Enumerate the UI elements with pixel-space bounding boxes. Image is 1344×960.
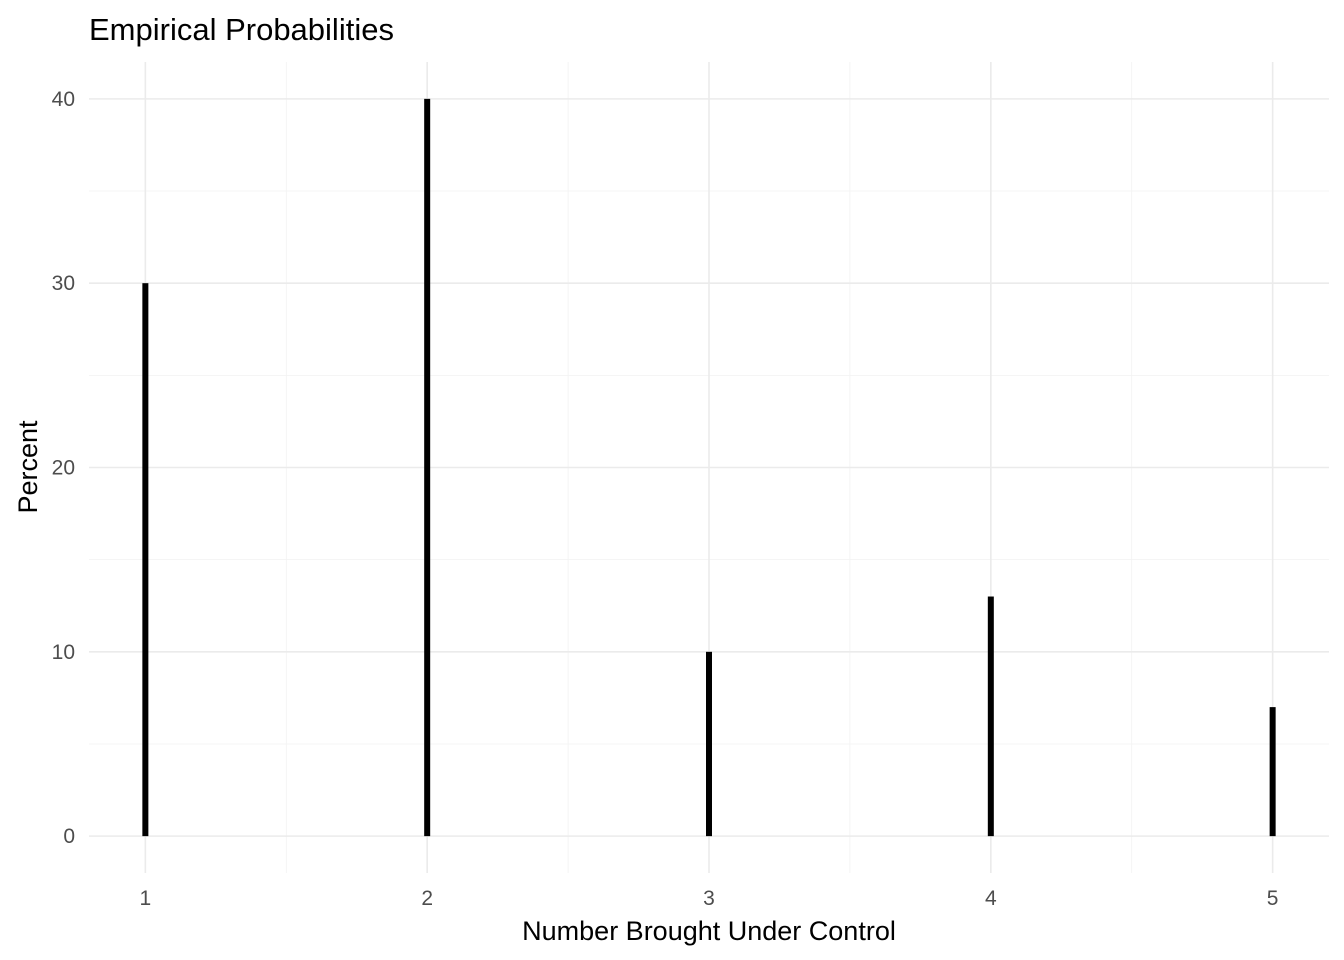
y-tick-label: 30 (52, 272, 75, 295)
y-axis-ticks: 0 10 20 30 40 (52, 88, 75, 848)
x-tick-label: 4 (985, 887, 997, 910)
bars (142, 98, 1276, 837)
x-tick-label: 3 (703, 887, 715, 910)
bar-2 (424, 98, 431, 837)
y-tick-label: 10 (52, 641, 75, 664)
bar-3 (706, 651, 712, 837)
y-tick-label: 40 (52, 88, 75, 111)
x-axis-title: Number Brought Under Control (522, 916, 896, 946)
bar-5 (1269, 707, 1276, 837)
x-tick-label: 5 (1267, 887, 1279, 910)
x-tick-label: 2 (421, 887, 433, 910)
chart-title: Empirical Probabilities (89, 12, 394, 47)
y-tick-label: 20 (52, 457, 75, 480)
bar-4 (987, 596, 994, 837)
y-axis-title: Percent (13, 420, 43, 514)
bar-1 (142, 283, 149, 837)
y-tick-label: 0 (63, 825, 75, 848)
x-tick-label: 1 (140, 887, 152, 910)
x-axis-ticks: 1 2 3 4 5 (140, 887, 1279, 910)
